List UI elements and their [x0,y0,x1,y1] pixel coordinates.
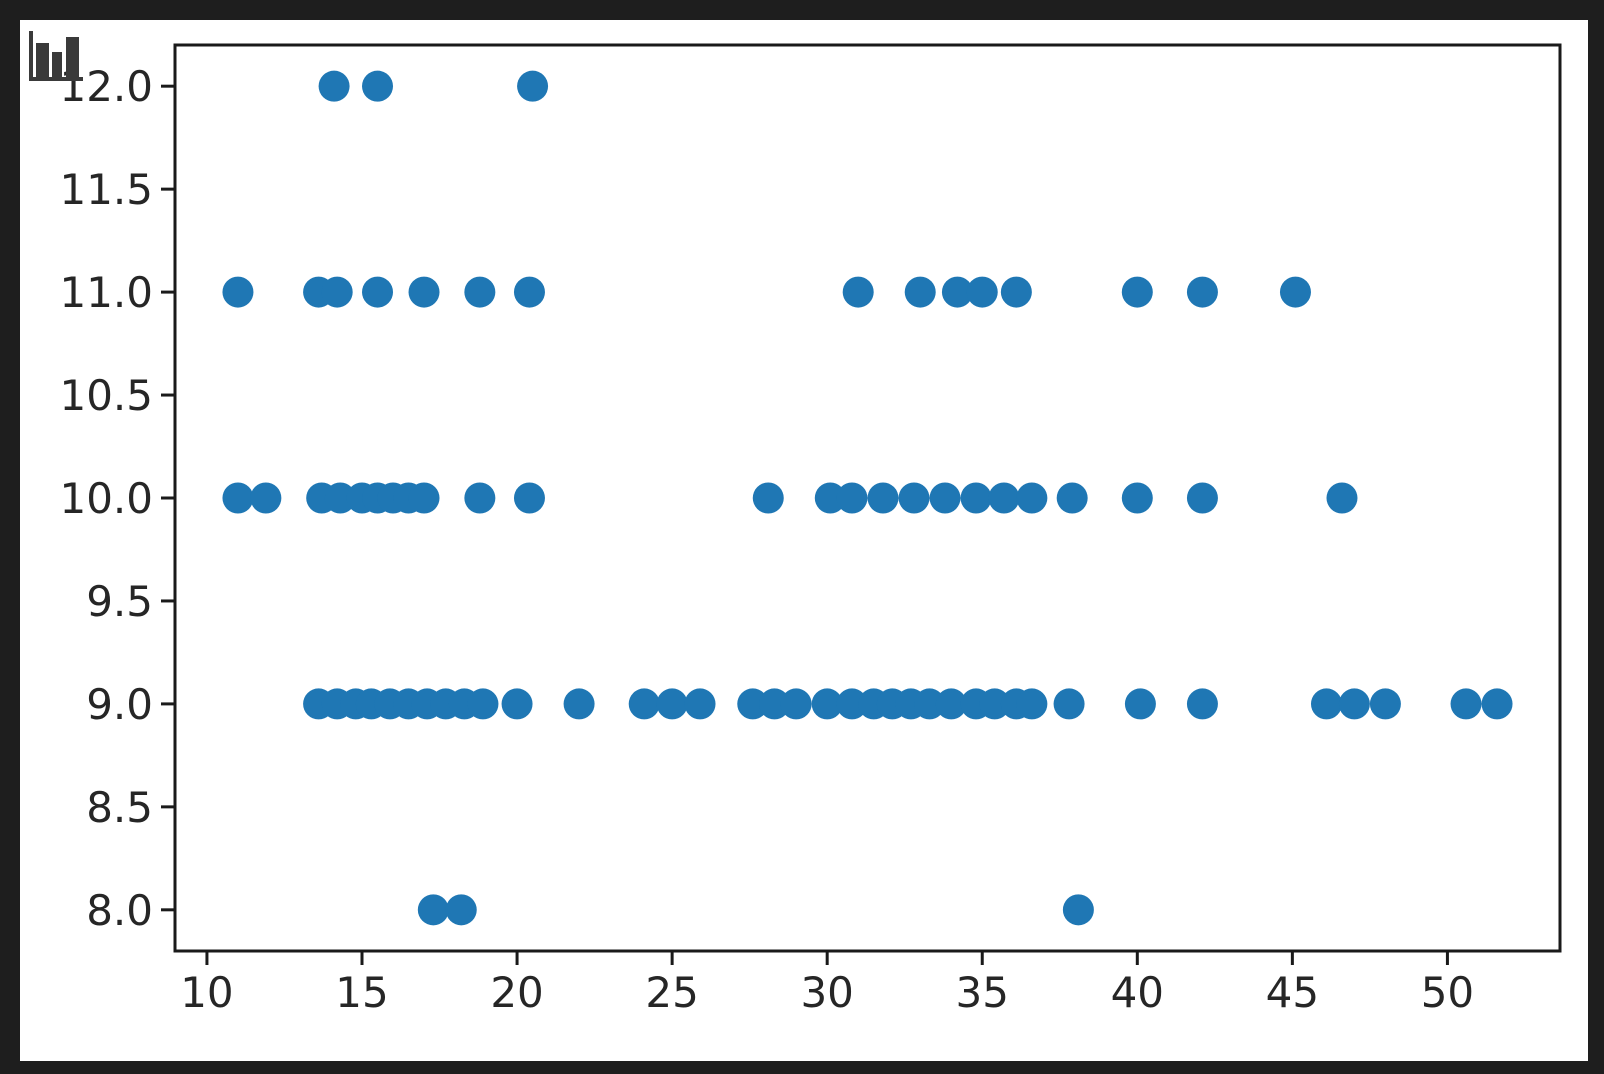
data-point [467,688,499,720]
data-point [408,276,440,308]
data-point [250,482,282,514]
y-tick-label: 8.5 [86,783,153,832]
data-point [960,482,992,514]
data-point [656,688,688,720]
bar-chart-icon [29,31,83,81]
data-point [1121,482,1153,514]
x-tick-label: 10 [180,968,233,1017]
data-point [1481,688,1513,720]
x-tick-label: 25 [645,968,698,1017]
x-tick-label: 50 [1421,968,1474,1017]
data-point [445,894,477,926]
data-point [814,482,846,514]
data-point [914,688,946,720]
y-tick-label: 9.5 [86,577,153,626]
data-point [988,482,1020,514]
data-point [941,276,973,308]
data-point [842,276,874,308]
data-point [1369,688,1401,720]
x-tick-label: 45 [1266,968,1319,1017]
x-tick-label: 15 [335,968,388,1017]
data-point [1121,276,1153,308]
data-point [408,482,440,514]
y-tick-label: 11.0 [59,268,153,317]
data-point [758,688,790,720]
data-point [513,276,545,308]
data-point [1450,688,1482,720]
data-point [684,688,716,720]
data-point [318,70,350,102]
data-point [513,482,545,514]
data-point [979,688,1011,720]
scatter-chart: 10 15 20 25 30 35 40 45 50 8.0 8.5 9.0 9.5 10.0 10.5 11… [59,43,1562,1017]
data-point [1124,688,1156,720]
data-point [464,482,496,514]
data-point [737,688,769,720]
data-point [1186,276,1218,308]
y-tick-label: 11.5 [59,165,153,214]
figure-canvas: 10 15 20 25 30 35 40 45 50 8.0 8.5 9.0 9.5 10.0 10.5 11… [20,20,1588,1061]
data-point [1000,276,1032,308]
data-point [362,70,394,102]
x-tick-label: 20 [490,968,543,1017]
data-point [517,70,549,102]
y-tick-label: 8.0 [86,886,153,935]
data-point [1186,688,1218,720]
icon-bar-1 [36,43,49,77]
data-point [1338,688,1370,720]
data-point [628,688,660,720]
x-tick-label: 40 [1111,968,1164,1017]
icon-bar-2 [52,52,62,77]
data-point [867,482,899,514]
y-tick-label: 10.0 [59,474,153,523]
x-tick-label: 35 [956,968,1009,1017]
icon-bar-3 [66,37,79,77]
x-tick-label: 30 [800,968,853,1017]
data-point [1062,894,1094,926]
data-point [1016,688,1048,720]
data-point [1326,482,1358,514]
data-point [222,276,254,308]
icon-x-axis [29,77,83,81]
data-point [464,276,496,308]
data-point [1053,688,1085,720]
data-point [1186,482,1218,514]
data-point [501,688,533,720]
data-point [321,276,353,308]
data-point [324,482,356,514]
data-point [362,276,394,308]
data-point [752,482,784,514]
icon-y-axis [29,31,33,81]
data-point [417,894,449,926]
data-point [811,688,843,720]
data-point [904,276,936,308]
data-point [563,688,595,720]
data-point [935,688,967,720]
y-tick-label: 10.5 [59,371,153,420]
data-point [898,482,930,514]
data-point [1016,482,1048,514]
data-point [929,482,961,514]
data-point [780,688,812,720]
data-point [836,688,868,720]
data-point [1056,482,1088,514]
data-point [966,276,998,308]
data-point [1310,688,1342,720]
y-tick-label: 9.0 [86,680,153,729]
data-point [222,482,254,514]
data-point [836,482,868,514]
data-point [1279,276,1311,308]
